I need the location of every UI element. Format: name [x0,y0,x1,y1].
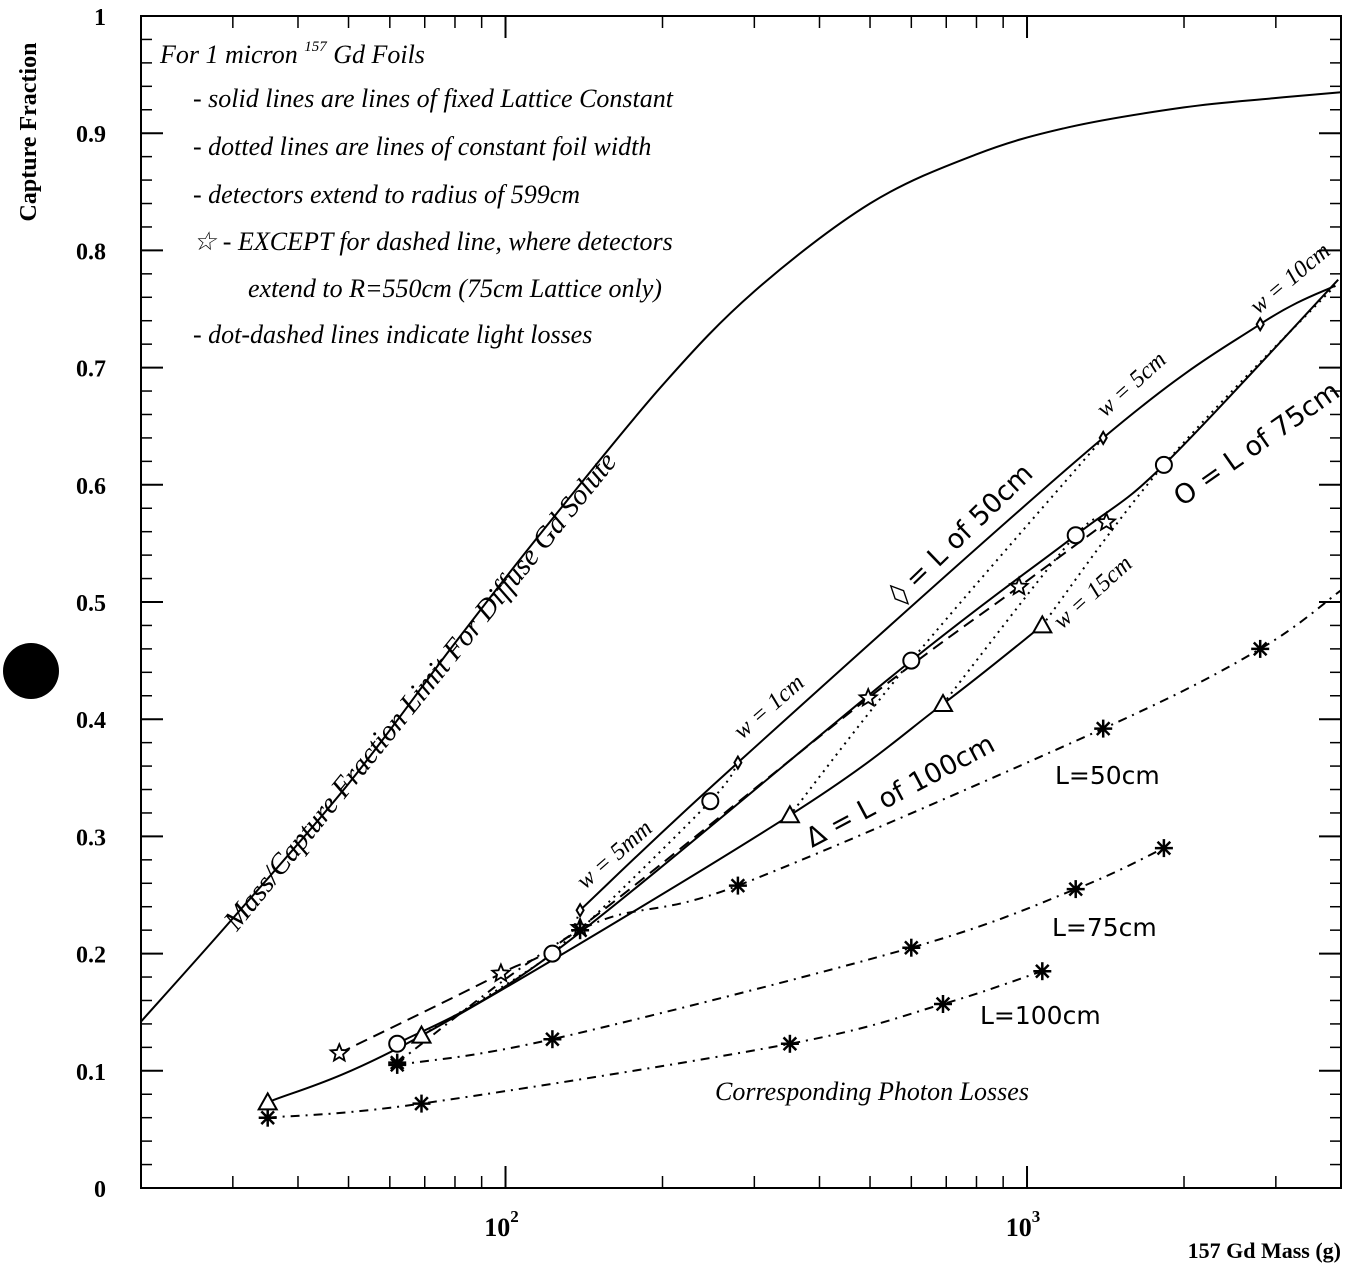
legend-line: ☆ - EXCEPT for dashed line, where detect… [193,227,673,256]
axes: 0 0.1 0.2 0.3 0.4 0.5 0.6 0.7 0.8 0.9 1 102 103 [76,5,1342,1242]
data-point-diamond [575,902,585,919]
x-axis-label: 157 Gd Mass (g) [1188,1238,1341,1263]
y-tick-label: 0.2 [76,943,106,969]
annotation-label: L=75cm [1052,913,1157,942]
data-point-asterisk [902,938,921,957]
annotation-label: Mass/Capture Fraction Limit For Diffuse … [217,446,623,937]
foil-width-line [942,517,1107,705]
data-point-asterisk [934,995,952,1013]
data-point-asterisk [1154,839,1173,858]
annotation-label: Δ = L of 100cm [801,729,1000,855]
y-tick-label: 0.3 [76,825,106,851]
y-tick-label: 0 [94,1177,106,1203]
y-axis-label: Capture Fraction [16,43,42,222]
y-tick-label: 0.9 [76,122,106,148]
data-point-circle [902,651,921,670]
data-point-asterisk [1066,880,1085,899]
data-point-triangle [932,692,954,712]
series-line [140,91,1342,1023]
data-point-circle [701,792,720,811]
data-point-circle [388,1034,407,1053]
annotation-label: L=50cm [1055,761,1160,790]
annotation-label: Corresponding Photon Losses [715,1077,1029,1106]
series-line [267,970,1043,1119]
y-tick-label: 0.4 [76,708,106,734]
x-tick-label: 103 [1006,1207,1041,1242]
series-line [579,284,1336,911]
annotation-labels: Mass/Capture Fraction Limit For Diffuse … [217,238,1346,1106]
foil-width-line [579,762,739,931]
black-dot-mark [3,643,59,699]
data-point-triangle [410,1024,433,1044]
data-point-diamond [1255,316,1265,333]
series-line [267,624,1043,1104]
data-point-circle [1154,455,1173,474]
data-point-asterisk [1033,962,1052,981]
annotation-label: w = 15cm [1049,551,1138,635]
data-point-asterisk [258,1108,277,1127]
data-point-circle [543,944,562,963]
legend-title: For 1 micron 157 Gd Foils [159,39,425,69]
y-tick-label: 1 [94,5,106,31]
data-point-asterisk [1094,719,1113,738]
series-line [397,847,1165,1066]
data-point-asterisk [388,1055,407,1074]
data-point-asterisk [728,876,747,895]
legend-line: - solid lines are lines of fixed Lattice… [193,84,674,113]
annotation-label: w = 5cm [1092,347,1172,423]
data-point-diamond [733,754,743,771]
y-tick-label: 0.6 [76,474,106,500]
y-tick-label: 0.8 [76,239,106,265]
data-point-triangle [779,804,801,824]
annotation-label: w = 5mm [572,815,658,894]
markers [256,316,1270,1127]
data-point-diamond [1098,429,1108,446]
data-point-star [857,686,880,708]
data-point-asterisk [1251,639,1270,658]
data-point-star [1008,575,1030,597]
annotation-label: O = L of 75cm [1168,376,1345,513]
foil-width-line [1041,284,1337,627]
legend-box: For 1 micron 157 Gd Foils - solid lines … [159,39,674,349]
data-point-triangle [256,1091,279,1111]
data-point-star [328,1041,351,1063]
legend-line: - dot-dashed lines indicate light losses [193,320,592,349]
data-point-asterisk [412,1094,431,1113]
series-line [396,279,1339,1045]
data-point-circle [1066,526,1085,545]
y-tick-label: 0.7 [76,357,106,383]
x-tick-label: 102 [484,1207,518,1242]
legend-line: extend to R=550cm (75cm Lattice only) [248,274,662,303]
series-line [396,589,1342,1064]
legend-line: - dotted lines are lines of constant foi… [193,132,651,161]
data-point-asterisk [543,1030,562,1049]
data-point-star [1095,510,1118,532]
data-point-asterisk [571,921,590,940]
data-point-star [490,962,512,983]
y-tick-label: 0.1 [76,1060,106,1086]
data-point-triangle [1031,614,1054,634]
annotation-label: L=100cm [980,1001,1101,1030]
data-point-asterisk [780,1034,799,1053]
legend-line: - detectors extend to radius of 599cm [193,180,580,209]
y-tick-label: 0.5 [76,591,106,617]
